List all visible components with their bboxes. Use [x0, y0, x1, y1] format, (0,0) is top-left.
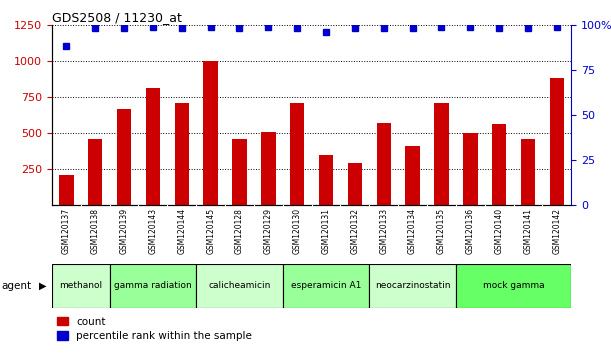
- Bar: [348, 164, 362, 205]
- Bar: [88, 139, 103, 205]
- Legend: count, percentile rank within the sample: count, percentile rank within the sample: [57, 317, 252, 341]
- Text: ▶: ▶: [38, 281, 46, 291]
- Bar: [52, 264, 109, 308]
- Text: GDS2508 / 11230_at: GDS2508 / 11230_at: [52, 11, 182, 24]
- Bar: [109, 264, 196, 308]
- Text: calicheamicin: calicheamicin: [208, 281, 271, 290]
- Text: GSM120140: GSM120140: [495, 208, 503, 255]
- Text: methanol: methanol: [59, 281, 103, 290]
- Text: GSM120144: GSM120144: [177, 208, 186, 255]
- Text: GSM120131: GSM120131: [321, 208, 331, 254]
- Text: GSM120137: GSM120137: [62, 208, 71, 255]
- Bar: [521, 139, 535, 205]
- Text: neocarzinostatin: neocarzinostatin: [375, 281, 450, 290]
- Text: GSM120129: GSM120129: [264, 208, 273, 254]
- Text: GSM120132: GSM120132: [350, 208, 359, 254]
- Bar: [376, 123, 391, 205]
- Bar: [550, 78, 564, 205]
- Bar: [405, 146, 420, 205]
- Bar: [492, 125, 507, 205]
- Bar: [434, 103, 448, 205]
- Text: mock gamma: mock gamma: [483, 281, 544, 290]
- Bar: [232, 139, 247, 205]
- Text: GSM120145: GSM120145: [206, 208, 215, 255]
- Bar: [283, 264, 369, 308]
- Bar: [319, 155, 333, 205]
- Bar: [463, 133, 478, 205]
- Text: GSM120134: GSM120134: [408, 208, 417, 255]
- Bar: [290, 103, 304, 205]
- Bar: [196, 264, 283, 308]
- Text: gamma radiation: gamma radiation: [114, 281, 192, 290]
- Bar: [369, 264, 456, 308]
- Text: esperamicin A1: esperamicin A1: [291, 281, 361, 290]
- Text: GSM120136: GSM120136: [466, 208, 475, 255]
- Bar: [175, 103, 189, 205]
- Text: GSM120135: GSM120135: [437, 208, 446, 255]
- Text: GSM120130: GSM120130: [293, 208, 302, 255]
- Text: GSM120141: GSM120141: [524, 208, 533, 254]
- Bar: [59, 175, 73, 205]
- Text: GSM120142: GSM120142: [552, 208, 562, 254]
- Text: GSM120139: GSM120139: [120, 208, 128, 255]
- Bar: [261, 132, 276, 205]
- Bar: [203, 61, 218, 205]
- Text: GSM120133: GSM120133: [379, 208, 388, 255]
- Text: GSM120128: GSM120128: [235, 208, 244, 254]
- Bar: [117, 109, 131, 205]
- Text: GSM120143: GSM120143: [148, 208, 158, 255]
- Text: agent: agent: [2, 281, 32, 291]
- Bar: [145, 88, 160, 205]
- Bar: [456, 264, 571, 308]
- Text: GSM120138: GSM120138: [90, 208, 100, 254]
